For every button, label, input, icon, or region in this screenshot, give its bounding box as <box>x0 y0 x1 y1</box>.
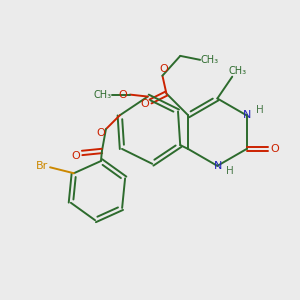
Text: CH₃: CH₃ <box>93 90 111 100</box>
Text: O: O <box>72 151 81 161</box>
Text: N: N <box>214 161 223 171</box>
Text: H: H <box>256 105 263 116</box>
Text: CH₃: CH₃ <box>228 66 246 76</box>
Text: N: N <box>243 110 252 120</box>
Text: O: O <box>118 90 127 100</box>
Text: H: H <box>226 166 234 176</box>
Text: O: O <box>270 144 279 154</box>
Text: O: O <box>97 128 105 138</box>
Text: Br: Br <box>36 161 48 171</box>
Text: O: O <box>159 64 168 74</box>
Text: O: O <box>140 99 149 110</box>
Text: CH₃: CH₃ <box>201 55 219 65</box>
